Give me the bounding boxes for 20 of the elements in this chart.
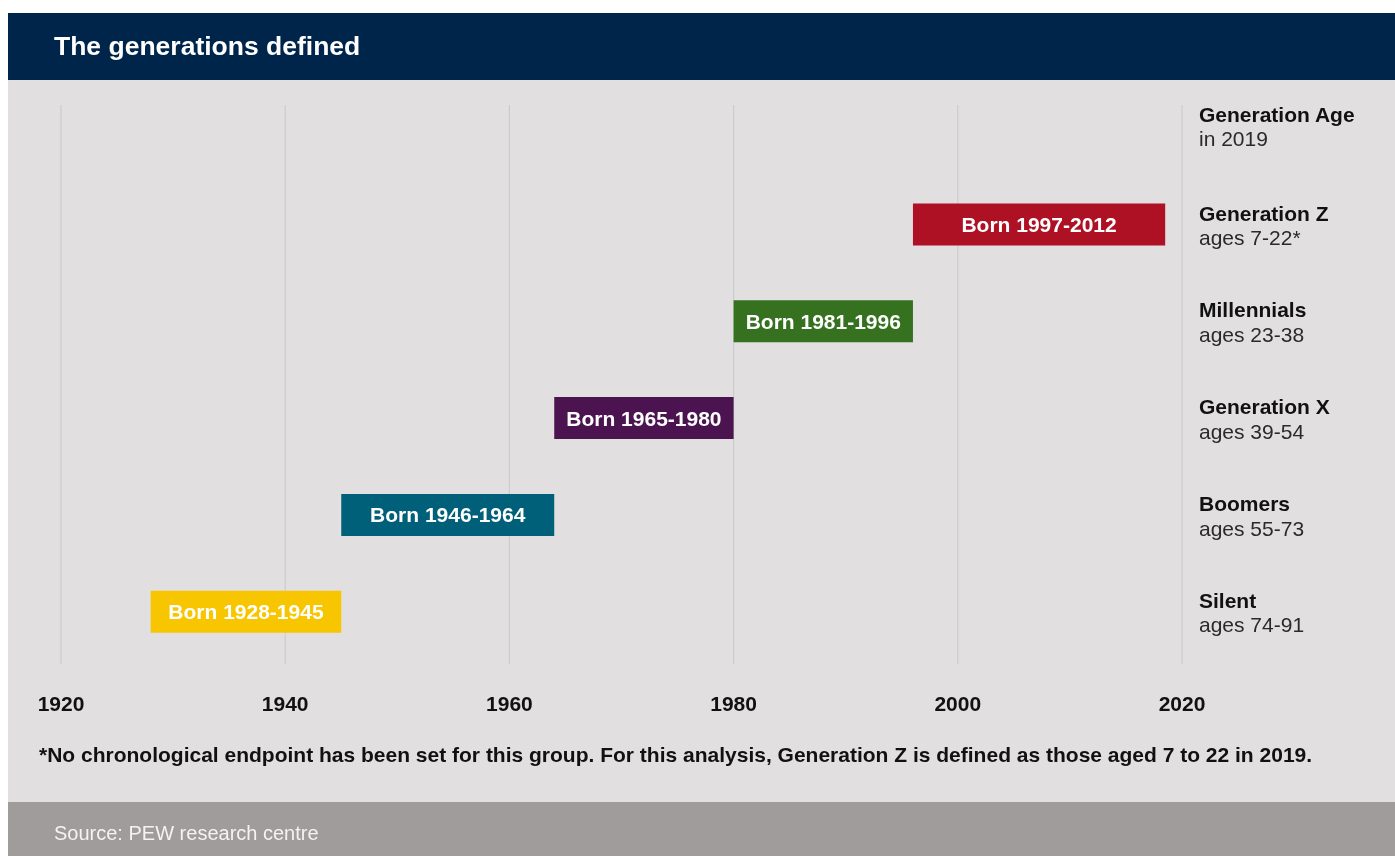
data-label: Born 1965-1980 xyxy=(566,406,722,430)
data-label: Born 1997-2012 xyxy=(961,213,1117,237)
y-tick-label: Silent ages 74-91 xyxy=(1199,588,1305,636)
chart-title: The generations defined xyxy=(54,31,361,62)
text: *No chronological endpoint has been set for this group. For this analysis, Generation Z is defined as those aged 7 to 22 in 2019. xyxy=(39,742,1313,767)
y-axis-title: Generation Age in 2019 xyxy=(1199,102,1355,151)
data-label: Born 1981-1996 xyxy=(745,309,901,333)
x-tick-label: 1940 xyxy=(261,691,309,715)
y-tick-label: Millennials ages 23-38 xyxy=(1199,297,1313,346)
x-tick-label: 2020 xyxy=(1158,691,1206,715)
x-tick-label: 2000 xyxy=(934,691,982,715)
x-tick-label: 1960 xyxy=(486,691,533,715)
data-label: Born 1928-1945 xyxy=(168,600,324,624)
source-note: Source: PEW research centre xyxy=(54,821,319,845)
data-label: Born 1946-1964 xyxy=(370,503,526,527)
y-tick-label: Generation Z ages 7-22* xyxy=(1199,201,1335,249)
x-tick-label: 1980 xyxy=(710,691,757,715)
y-tick-label: Boomers ages 55-73 xyxy=(1199,491,1305,540)
x-tick-label: 1920 xyxy=(37,691,85,715)
y-tick-label: Generation X ages 39-54 xyxy=(1199,394,1336,443)
